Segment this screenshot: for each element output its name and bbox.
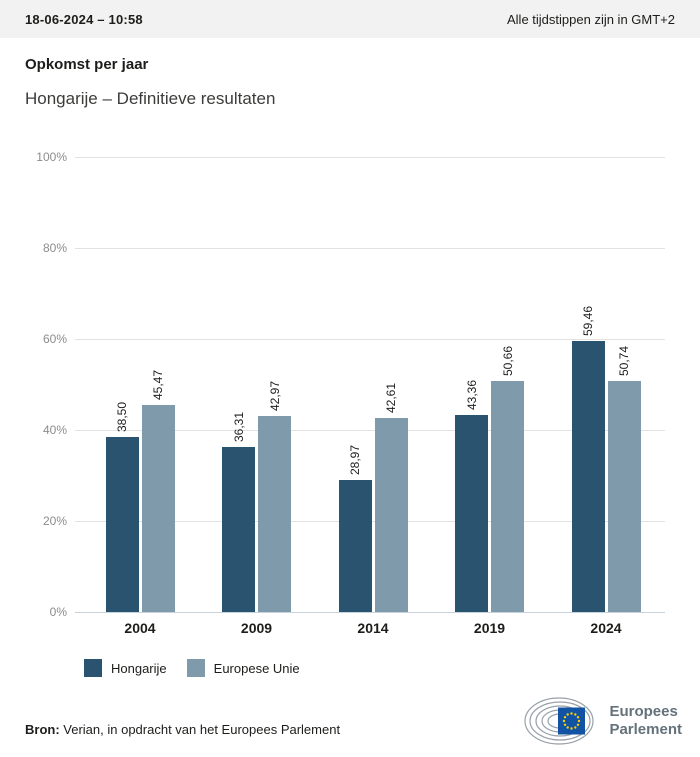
y-tick-label: 0% bbox=[49, 605, 67, 619]
x-axis-label: 2004 bbox=[124, 620, 156, 636]
y-tick-label: 100% bbox=[36, 150, 67, 164]
logo-line2: Parlement bbox=[609, 721, 682, 738]
gridline bbox=[75, 430, 665, 431]
y-tick-label: 80% bbox=[42, 241, 67, 255]
bar-hongarije bbox=[338, 480, 372, 612]
y-tick-label: 20% bbox=[42, 514, 67, 528]
legend-swatch bbox=[186, 659, 205, 677]
bar-value-label: 28,97 bbox=[348, 445, 362, 476]
bar-value-label: 42,97 bbox=[267, 381, 282, 412]
turnout-bar-chart: 0% 20% 40% 60% 80% 100% 38,50 45,47 2004 36,31 42,… bbox=[0, 140, 700, 645]
gridline bbox=[75, 339, 665, 340]
y-tick-label: 40% bbox=[42, 423, 67, 437]
bar-value-label: 38,50 bbox=[115, 401, 129, 432]
bar-hongarije bbox=[222, 446, 255, 612]
source-label: Bron: bbox=[25, 722, 60, 737]
legend-item-hongarije: Hongarije bbox=[84, 659, 167, 677]
x-axis-label: 2014 bbox=[357, 620, 389, 636]
hemicycle-eu-flag-icon bbox=[524, 697, 595, 745]
bar-europese-unie bbox=[491, 381, 524, 612]
bar-value-label: 45,47 bbox=[151, 370, 165, 401]
bar-value-label: 59,46 bbox=[581, 306, 595, 337]
timestamp: 18-06-2024 – 10:58 bbox=[25, 11, 143, 27]
gridline bbox=[75, 612, 665, 613]
source-text: Verian, in opdracht van het Europees Par… bbox=[59, 722, 341, 737]
timezone-note: Alle tijdstippen zijn in GMT+2 bbox=[507, 11, 675, 27]
gridline bbox=[75, 248, 665, 249]
bar-europese-unie bbox=[374, 418, 408, 612]
bar-europese-unie bbox=[141, 405, 175, 612]
eu-flag-stars bbox=[563, 712, 581, 730]
bar-value-label: 50,74 bbox=[617, 346, 631, 377]
bar-hongarije bbox=[455, 414, 488, 612]
bar-europese-unie bbox=[607, 381, 641, 612]
legend-label: Europese Unie bbox=[213, 660, 300, 676]
logo-wordmark: Europees Parlement bbox=[609, 703, 682, 739]
bar-hongarije bbox=[105, 436, 139, 612]
legend-label: Hongarije bbox=[111, 660, 167, 676]
bar-hongarije bbox=[571, 341, 605, 612]
logo-line1: Europees bbox=[609, 703, 678, 720]
page-subtitle: Hongarije – Definitieve resultaten bbox=[25, 89, 276, 108]
x-axis-label: 2024 bbox=[590, 620, 622, 636]
x-axis-label: 2009 bbox=[240, 620, 273, 636]
legend-swatch bbox=[84, 659, 102, 677]
bar-europese-unie bbox=[258, 416, 291, 612]
page-title: Opkomst per jaar bbox=[25, 56, 149, 73]
bar-value-label: 43,36 bbox=[464, 379, 479, 410]
chart-legend: Hongarije Europese Unie bbox=[84, 659, 300, 677]
bar-value-label: 36,31 bbox=[231, 411, 246, 442]
bar-value-label: 50,66 bbox=[500, 346, 515, 377]
eu-flag bbox=[558, 707, 586, 735]
gridline bbox=[75, 157, 665, 158]
header-bar: 18-06-2024 – 10:58 Alle tijdstippen zijn… bbox=[0, 0, 700, 38]
european-parliament-logo[interactable]: Europees Parlement bbox=[524, 696, 682, 746]
bar-value-label: 42,61 bbox=[384, 383, 398, 414]
source-note: Bron: Verian, in opdracht van het Europe… bbox=[25, 722, 340, 737]
x-axis-label: 2019 bbox=[473, 620, 506, 636]
y-tick-label: 60% bbox=[42, 332, 67, 346]
legend-item-europese-unie: Europese Unie bbox=[186, 659, 300, 677]
